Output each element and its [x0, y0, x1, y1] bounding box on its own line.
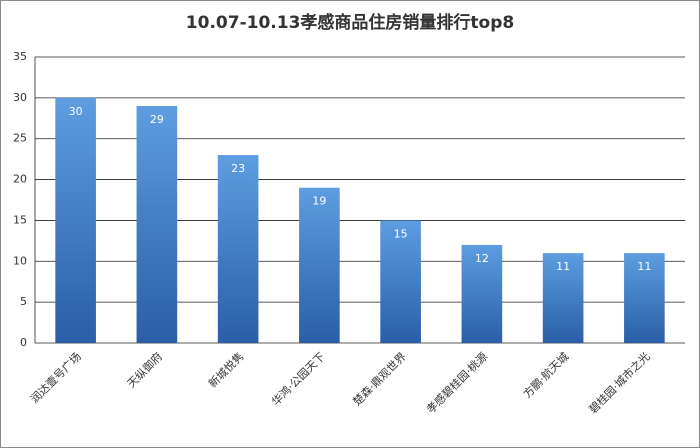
y-tick-label: 25: [13, 132, 27, 145]
y-tick-label: 10: [13, 254, 27, 267]
y-tick-label: 20: [13, 173, 27, 186]
y-tick-label: 15: [13, 213, 27, 226]
data-label: 11: [556, 260, 570, 273]
bar: [217, 155, 259, 343]
bar: [55, 97, 96, 343]
data-label: 15: [394, 227, 408, 240]
bar: [299, 187, 340, 343]
bar: [461, 244, 503, 343]
data-label: 12: [475, 252, 489, 265]
y-tick-label: 35: [13, 50, 27, 63]
bar: [542, 253, 584, 343]
bar: [136, 106, 178, 344]
y-tick-label: 30: [13, 91, 27, 104]
y-tick-label: 0: [20, 336, 27, 349]
data-label: 29: [150, 113, 164, 126]
bar: [624, 253, 665, 343]
bar: [380, 220, 421, 343]
data-label: 19: [312, 195, 326, 208]
y-tick-label: 5: [20, 295, 27, 308]
chart-title: 10.07-10.13孝感商品住房销量排行top8: [186, 12, 514, 33]
data-label: 23: [231, 162, 245, 175]
data-label: 30: [69, 105, 83, 118]
data-label: 11: [637, 260, 651, 273]
